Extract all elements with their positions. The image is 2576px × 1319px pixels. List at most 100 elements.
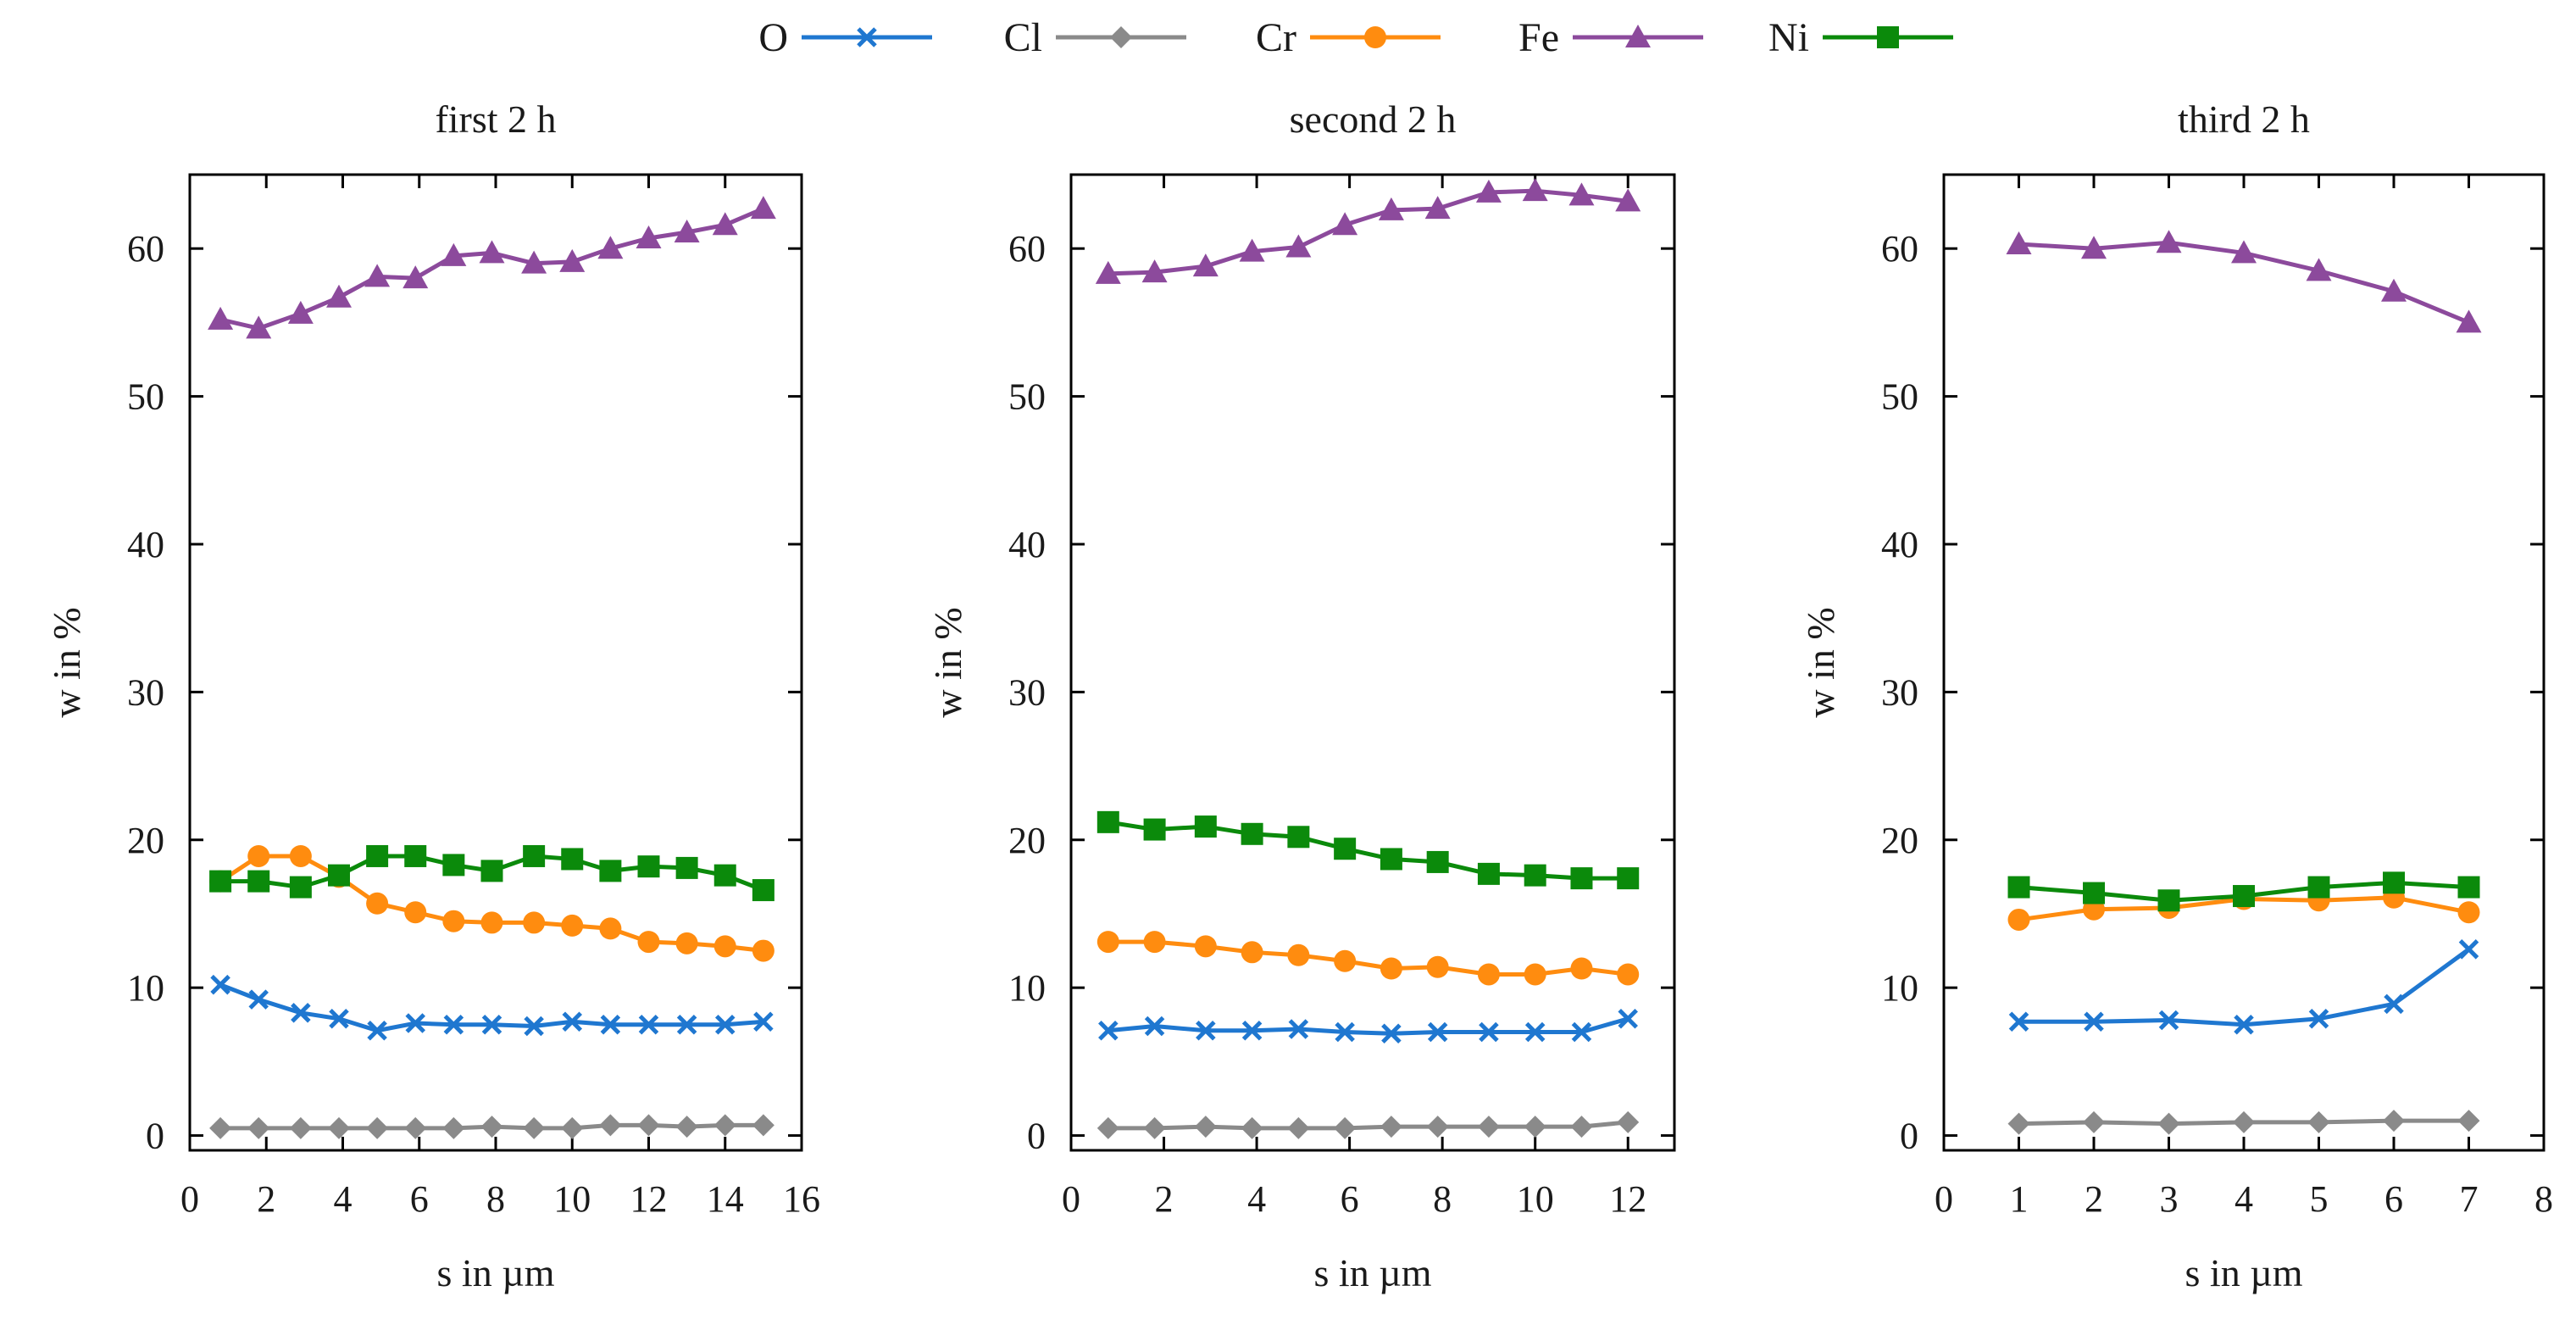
data-point: [1618, 1009, 1638, 1029]
legend-marker: [1625, 25, 1651, 47]
data-point: [2233, 1110, 2255, 1133]
y-tick-label: 20: [1881, 820, 1918, 861]
x-axis-label: s in µm: [2185, 1251, 2303, 1294]
data-point: [1096, 1116, 1119, 1139]
x-tick-label: 14: [707, 1178, 744, 1220]
x-tick-label: 6: [1341, 1178, 1359, 1220]
data-point: [1426, 850, 1449, 873]
data-point: [637, 931, 660, 954]
data-point: [2081, 236, 2107, 259]
x-tick-label: 5: [2310, 1178, 2329, 1220]
y-tick-label: 0: [1027, 1116, 1046, 1157]
data-point: [247, 844, 270, 867]
y-tick-label: 10: [1881, 967, 1918, 1009]
data-point: [1426, 1116, 1449, 1138]
data-point: [2383, 871, 2405, 894]
legend-label: Fe: [1518, 15, 1559, 60]
data-point: [1143, 931, 1166, 954]
data-point: [1334, 949, 1357, 972]
legend-item-cl: Cl: [1004, 15, 1186, 60]
data-point: [675, 1116, 698, 1138]
data-point: [2231, 240, 2257, 264]
x-tick-label: 2: [2085, 1178, 2103, 1220]
x-tick-label: 0: [1062, 1178, 1080, 1220]
x-tick-label: 12: [630, 1178, 668, 1220]
y-tick-label: 30: [1881, 671, 1918, 713]
data-point: [637, 1114, 660, 1137]
data-point: [1241, 1116, 1263, 1139]
panel-title: second 2 h: [1290, 97, 1457, 141]
series-ni: [2007, 871, 2480, 912]
chart-panel-3: 0 10 20 30 40 50 60 0 1 2 3 4 5 6 7 8 third 2 h s in µm w …: [1799, 97, 2553, 1294]
data-point: [1143, 1116, 1166, 1139]
x-tick-label: 4: [2235, 1178, 2253, 1220]
y-tick-label: 40: [127, 524, 164, 565]
data-point: [523, 844, 546, 867]
data-point: [2384, 993, 2404, 1015]
x-tick-label: 8: [1433, 1178, 1452, 1220]
x-tick-label: 8: [486, 1178, 505, 1220]
legend-label: Ni: [1768, 15, 1809, 60]
y-tick-label: 20: [1008, 820, 1046, 861]
data-point: [1427, 1021, 1448, 1043]
x-tick-label: 10: [553, 1178, 591, 1220]
x-tick-label: 2: [1155, 1178, 1174, 1220]
data-point: [1424, 196, 1451, 220]
data-point: [562, 1011, 583, 1032]
data-point: [559, 248, 586, 272]
data-point: [753, 1011, 774, 1032]
legend-label: Cl: [1004, 15, 1042, 60]
y-tick-label: 60: [127, 228, 164, 270]
data-point: [1570, 867, 1593, 890]
data-point: [442, 1116, 465, 1139]
data-point: [2458, 939, 2479, 960]
x-tick-label: 6: [2384, 1178, 2403, 1220]
data-point: [674, 220, 700, 243]
data-point: [1288, 1019, 1309, 1039]
data-point: [2308, 1009, 2329, 1029]
series-o: [2008, 939, 2479, 1035]
series-o: [1098, 1009, 1638, 1044]
data-point: [750, 196, 776, 220]
data-point: [1524, 864, 1546, 887]
data-point: [2234, 1015, 2254, 1035]
series-fe: [1095, 178, 1641, 284]
data-point: [1239, 238, 1265, 262]
data-point: [675, 932, 698, 954]
data-point: [402, 265, 429, 289]
y-tick-label: 10: [127, 967, 164, 1009]
data-point: [675, 856, 698, 879]
y-tick-label: 50: [1881, 376, 1918, 418]
data-point: [1332, 212, 1358, 236]
data-point: [752, 939, 774, 962]
data-point: [1380, 1116, 1402, 1138]
data-point: [287, 300, 314, 324]
data-point: [480, 911, 503, 934]
series-line: [1108, 820, 1629, 881]
series-line: [1108, 1016, 1629, 1036]
data-point: [1287, 943, 1310, 966]
data-point: [1241, 941, 1263, 964]
data-point: [1334, 838, 1357, 860]
y-tick-label: 50: [1008, 376, 1046, 418]
data-point: [2156, 230, 2182, 253]
legend-marker: [1877, 26, 1899, 48]
y-tick-label: 30: [127, 671, 164, 713]
y-tick-label: 60: [1881, 228, 1918, 270]
data-point: [1568, 182, 1595, 206]
data-point: [713, 935, 736, 958]
data-point: [1287, 1116, 1310, 1139]
data-point: [248, 989, 269, 1010]
data-point: [443, 1015, 464, 1035]
data-point: [1096, 810, 1119, 833]
legend-label: Cr: [1256, 15, 1296, 60]
data-point: [442, 910, 465, 932]
data-point: [1194, 815, 1217, 838]
data-point: [676, 1015, 697, 1035]
data-point: [2457, 1110, 2480, 1133]
data-point: [1144, 1016, 1165, 1037]
x-tick-label: 16: [783, 1178, 820, 1220]
data-point: [366, 892, 389, 915]
